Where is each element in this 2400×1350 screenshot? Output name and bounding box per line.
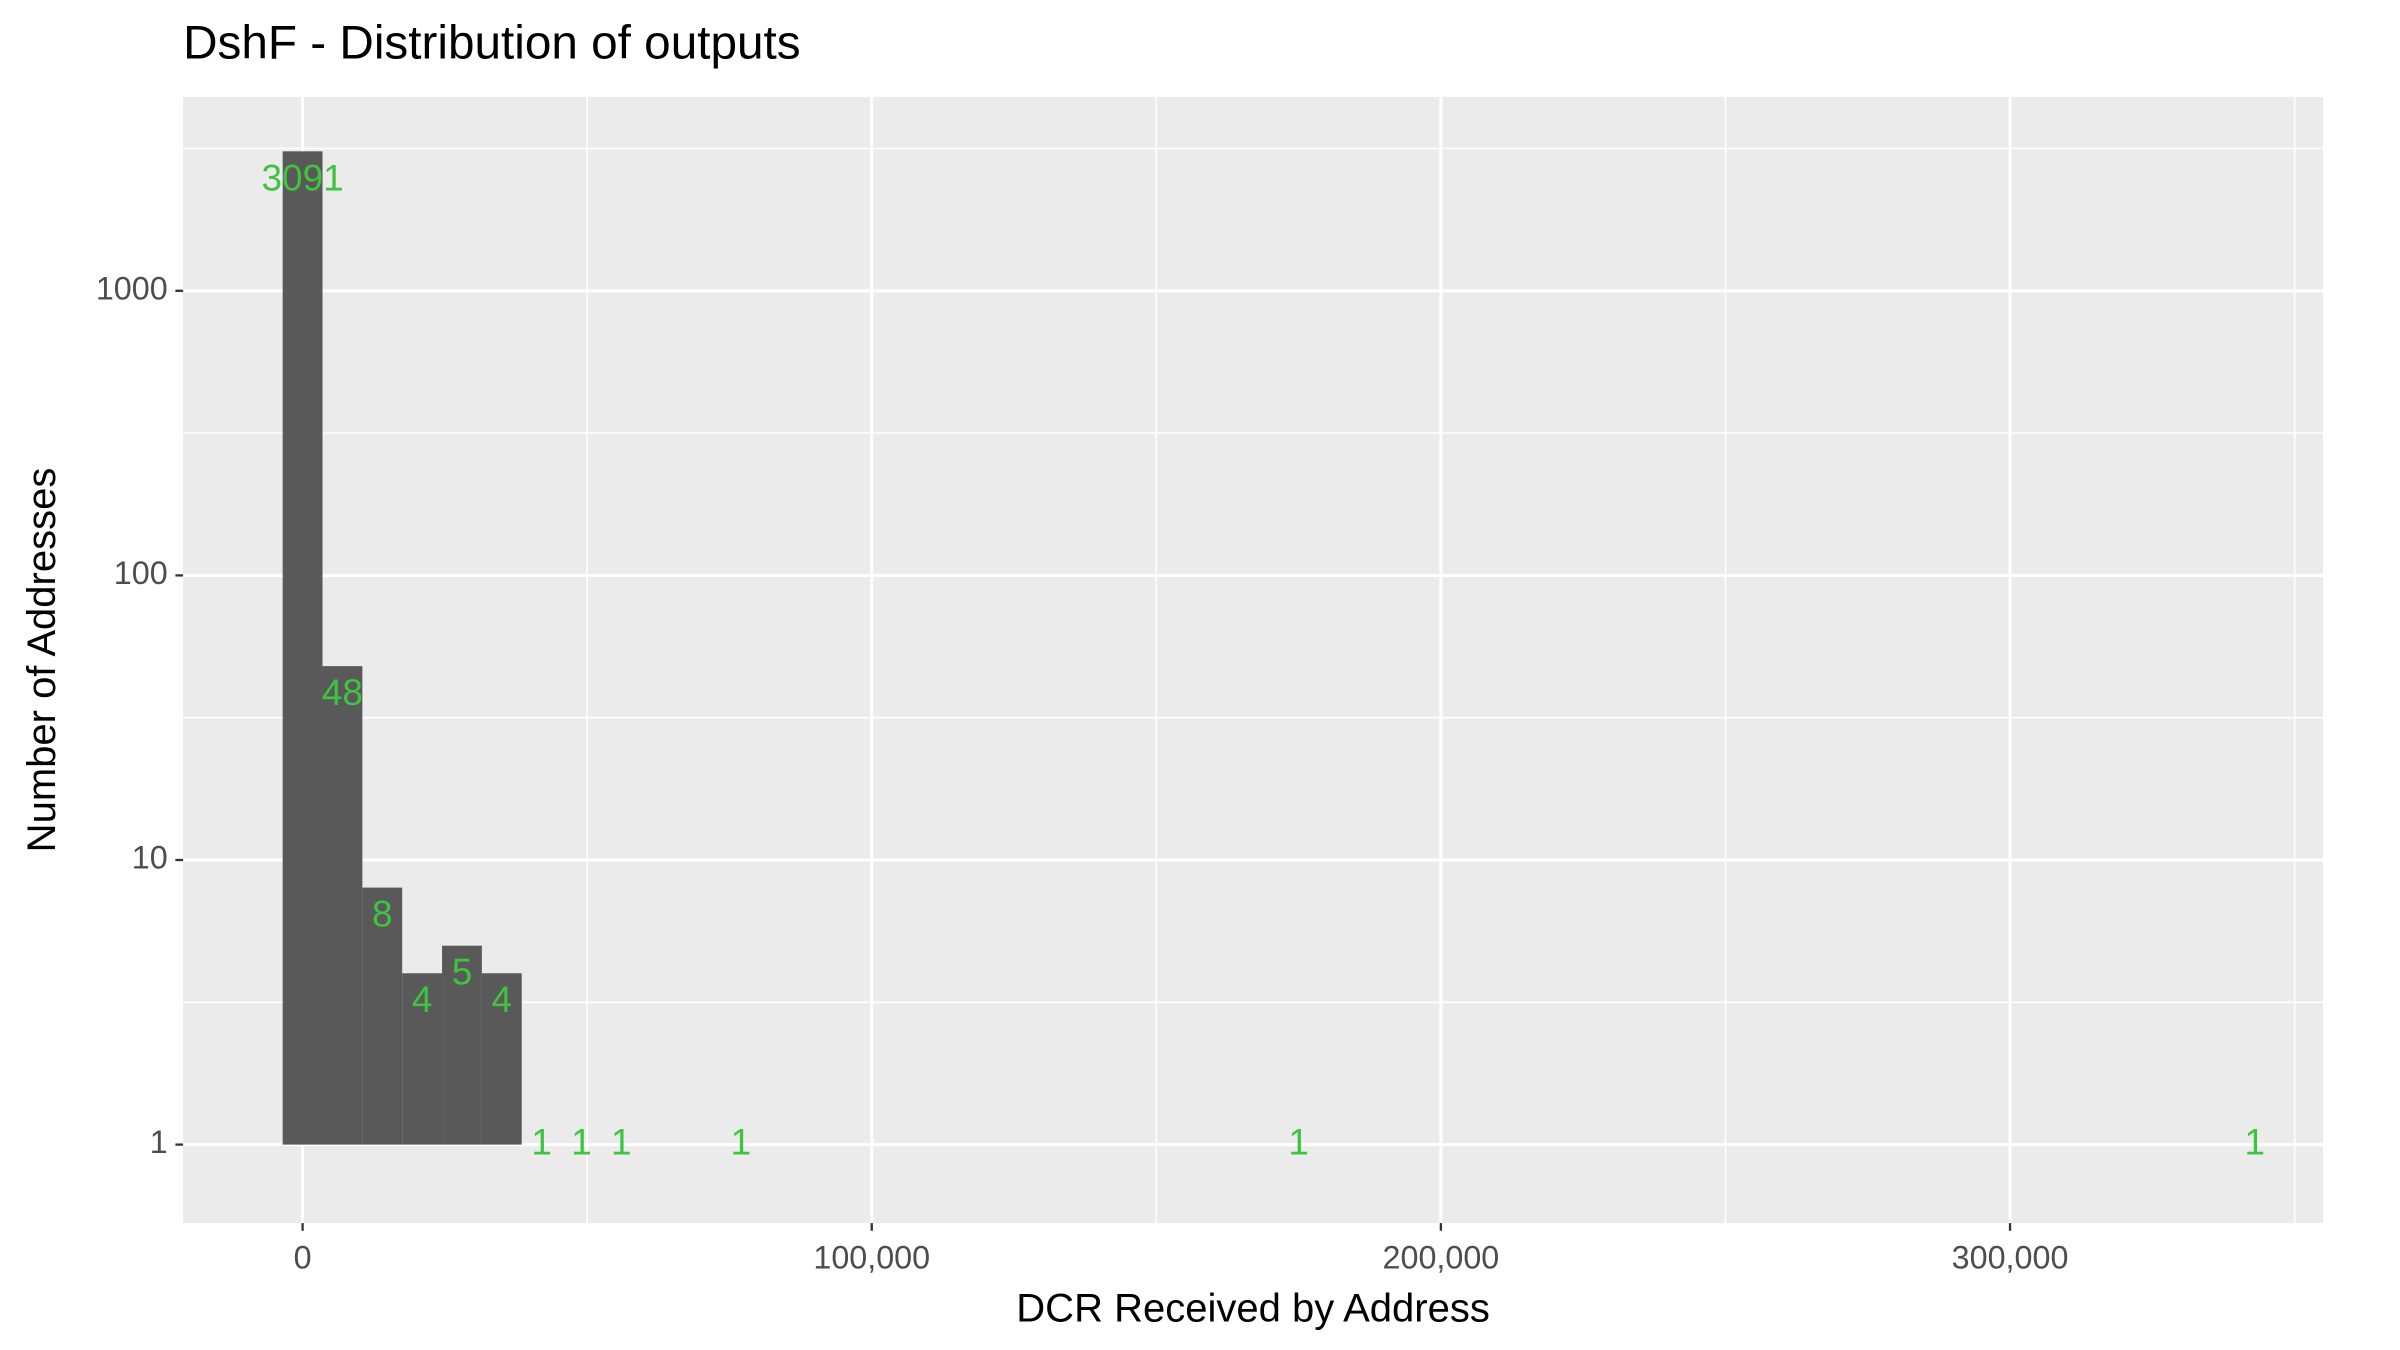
x-tick-label: 0 [294,1240,312,1276]
y-tick-label: 10 [132,840,168,876]
x-axis-title: DCR Received by Address [1016,1286,1490,1330]
x-tick-label: 100,000 [813,1240,930,1276]
bar [481,973,522,1145]
data-label: 1 [571,1121,592,1162]
bar [442,945,482,1145]
bar [282,151,323,1145]
x-tick-label: 200,000 [1383,1240,1500,1276]
y-axis-title: Number of Addresses [20,468,64,853]
bar [402,973,443,1145]
panel [183,96,2324,1224]
x-tick-label: 300,000 [1952,1240,2069,1276]
data-label: 8 [372,894,393,935]
data-label: 4 [412,979,433,1020]
chart-title: DshF - Distribution of outputs [183,17,801,70]
data-label: 4 [492,979,513,1020]
data-label: 1 [611,1121,632,1162]
data-label: 1 [531,1121,552,1162]
data-label: 48 [322,672,363,713]
y-tick-label: 1 [150,1124,168,1160]
data-label: 3091 [262,157,344,198]
y-tick-label: 100 [114,555,168,591]
data-label: 1 [1288,1121,1309,1162]
bar [322,666,363,1145]
data-label: 1 [2245,1121,2266,1162]
data-label: 5 [452,952,473,993]
y-tick-label: 1000 [96,270,168,306]
data-label: 1 [731,1121,752,1162]
bar [362,887,403,1145]
